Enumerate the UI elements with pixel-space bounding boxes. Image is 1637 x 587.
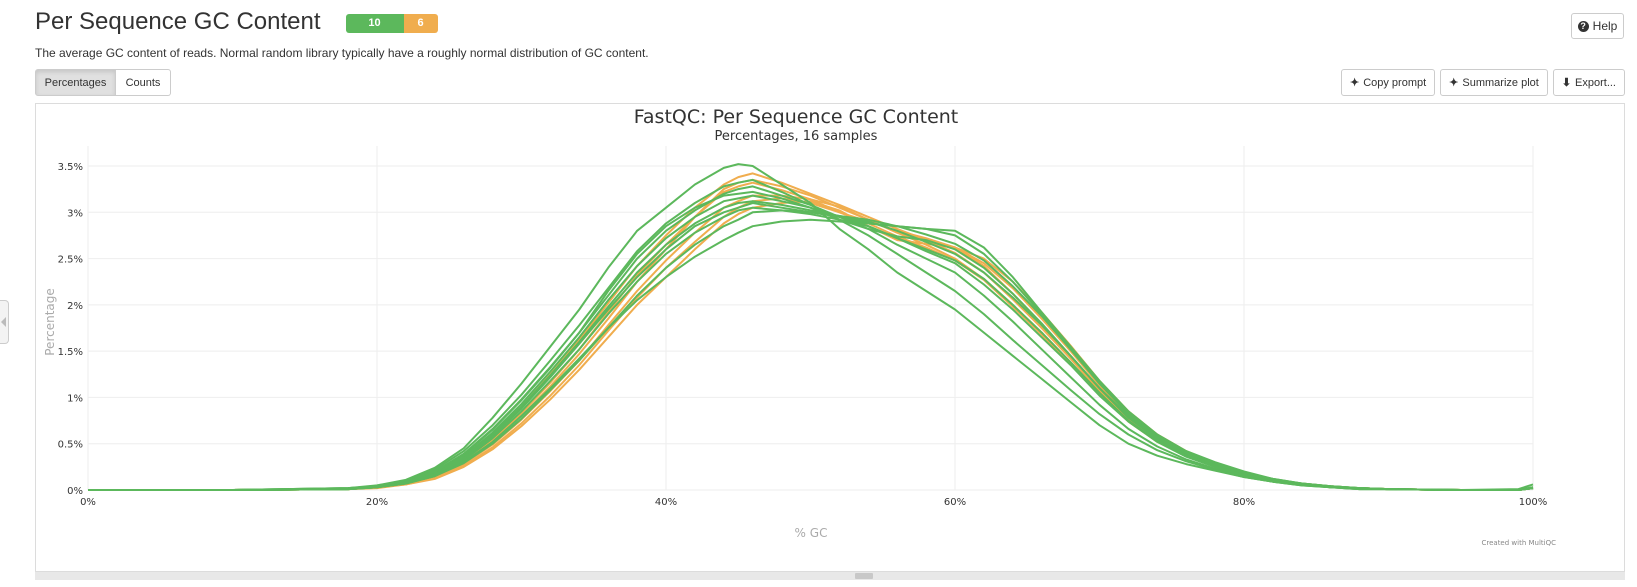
y-tick-label: 2% (67, 301, 83, 312)
series-line-pass[interactable] (88, 209, 1534, 491)
y-tick-label: 3.5% (58, 162, 83, 173)
export-button[interactable]: ⬇ Export... (1552, 69, 1625, 96)
series-line-pass[interactable] (88, 185, 1534, 491)
x-axis-ticks: 0% 20% 40% 60% 80% 100% (80, 497, 1547, 508)
section-header: Per Sequence GC Content 10 6 (35, 8, 438, 36)
gc-content-chart[interactable]: FastQC: Per Sequence GC Content Percenta… (36, 104, 1624, 571)
download-icon: ⬇ (1561, 77, 1572, 89)
y-tick-label: 1.5% (58, 347, 83, 358)
series-line-pass[interactable] (88, 218, 1534, 491)
series-line-warn[interactable] (88, 194, 1534, 491)
plot-resize-handle[interactable] (35, 572, 1625, 580)
plot-container: FastQC: Per Sequence GC Content Percenta… (35, 103, 1625, 572)
y-axis-label: Percentage (43, 288, 57, 356)
y-axis-ticks: 0% 0.5% 1% 1.5% 2% 2.5% 3% 3.5% (58, 162, 83, 497)
section-description: The average GC content of reads. Normal … (35, 46, 649, 60)
chart-title: FastQC: Per Sequence GC Content (634, 106, 959, 128)
summarize-plot-label: Summarize plot (1462, 76, 1539, 89)
series-line-pass[interactable] (88, 206, 1534, 491)
x-axis-label: % GC (795, 526, 828, 540)
help-label: Help (1592, 19, 1618, 33)
help-button[interactable]: ? Help (1571, 13, 1624, 39)
counts-button[interactable]: Counts (116, 69, 171, 96)
sparkle-icon: ✦ (1349, 77, 1360, 89)
series-line-warn[interactable] (88, 197, 1534, 491)
resize-grip[interactable] (855, 573, 873, 579)
percentages-button[interactable]: Percentages (35, 69, 116, 96)
status-bar[interactable]: 10 6 (345, 13, 438, 33)
created-with-credit: Created with MultiQC (1481, 539, 1556, 547)
x-tick-label: 80% (1233, 497, 1255, 508)
series-lines (88, 163, 1534, 491)
series-line-pass[interactable] (88, 190, 1534, 491)
data-mode-toggle: Percentages Counts (35, 69, 171, 96)
plot-actions: ✦ Copy prompt ✦ Summarize plot ⬇ Export.… (1340, 69, 1625, 96)
y-tick-label: 1% (67, 393, 83, 404)
question-icon: ? (1577, 20, 1589, 32)
chart-grid (87, 146, 1534, 491)
x-tick-label: 20% (366, 497, 388, 508)
chart-subtitle: Percentages, 16 samples (715, 129, 878, 144)
copy-prompt-label: Copy prompt (1363, 76, 1427, 89)
series-line-pass[interactable] (88, 202, 1534, 491)
y-tick-label: 0% (67, 486, 83, 497)
series-line-warn[interactable] (88, 172, 1534, 491)
x-tick-label: 40% (655, 497, 677, 508)
sparkle-icon: ✦ (1449, 77, 1459, 89)
x-tick-label: 60% (944, 497, 966, 508)
summarize-plot-button[interactable]: ✦ Summarize plot (1440, 69, 1548, 96)
export-label: Export... (1575, 76, 1616, 89)
series-line-pass[interactable] (88, 178, 1534, 491)
x-tick-label: 100% (1519, 497, 1548, 508)
sidebar-toggle[interactable] (0, 300, 9, 344)
series-line-pass[interactable] (88, 200, 1534, 491)
y-tick-label: 2.5% (58, 255, 83, 266)
copy-prompt-button[interactable]: ✦ Copy prompt (1340, 69, 1436, 96)
series-line-warn[interactable] (88, 200, 1534, 491)
status-warn-count[interactable]: 6 (403, 13, 438, 33)
x-tick-label: 0% (80, 497, 96, 508)
status-pass-count[interactable]: 10 (345, 13, 404, 33)
page-title: Per Sequence GC Content (35, 8, 321, 35)
y-tick-label: 3% (67, 208, 83, 219)
y-tick-label: 0.5% (58, 440, 83, 451)
series-line-pass[interactable] (88, 194, 1534, 491)
